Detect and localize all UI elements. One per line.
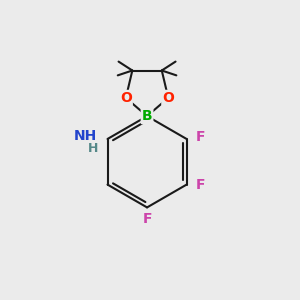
Text: B: B — [142, 109, 152, 123]
Text: O: O — [162, 91, 174, 105]
Text: F: F — [196, 130, 206, 145]
Text: O: O — [120, 91, 132, 105]
Text: NH: NH — [74, 129, 97, 143]
Text: H: H — [88, 142, 99, 155]
Text: F: F — [196, 178, 206, 192]
Text: F: F — [142, 212, 152, 226]
